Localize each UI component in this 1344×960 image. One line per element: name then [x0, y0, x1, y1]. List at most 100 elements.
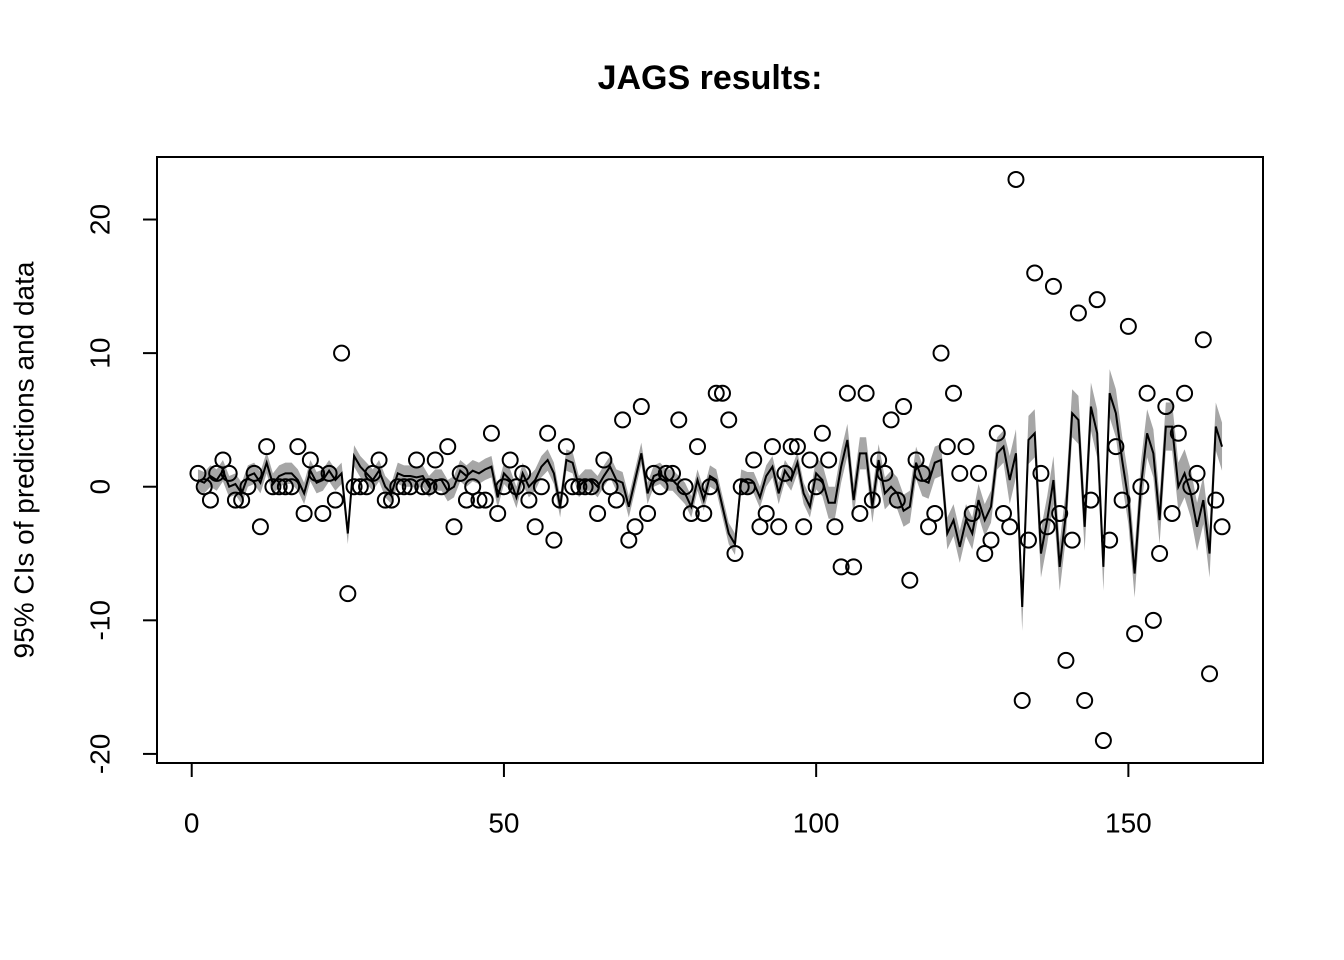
data-point — [1138, 384, 1156, 402]
data-point — [645, 464, 663, 482]
data-point — [938, 438, 956, 456]
data-point — [1144, 611, 1162, 629]
data-point — [358, 478, 376, 496]
chart-title: JAGS results: — [598, 59, 823, 97]
data-point — [470, 491, 488, 509]
data-point — [395, 478, 413, 496]
data-point — [1176, 384, 1194, 402]
data-point — [457, 491, 475, 509]
data-point — [795, 518, 813, 536]
data-point — [570, 478, 588, 496]
data-point — [370, 451, 388, 469]
data-point — [713, 384, 731, 402]
data-point — [863, 491, 881, 509]
data-point — [389, 478, 407, 496]
data-point — [1182, 478, 1200, 496]
data-point — [1082, 491, 1100, 509]
data-point — [233, 491, 251, 509]
data-point — [826, 518, 844, 536]
data-point — [695, 504, 713, 522]
data-point — [439, 438, 457, 456]
data-point — [432, 478, 450, 496]
data-point — [1188, 464, 1206, 482]
data-point — [651, 478, 669, 496]
data-point — [994, 504, 1012, 522]
data-point — [963, 504, 981, 522]
data-point — [495, 478, 513, 496]
data-point — [1032, 464, 1050, 482]
data-point — [595, 451, 613, 469]
data-point — [476, 491, 494, 509]
data-point — [1201, 665, 1219, 683]
data-point — [501, 451, 519, 469]
data-point — [1169, 424, 1187, 442]
data-point — [895, 398, 913, 416]
data-point — [1157, 398, 1175, 416]
data-point — [639, 504, 657, 522]
data-point — [401, 478, 419, 496]
data-point — [664, 464, 682, 482]
data-point — [1119, 317, 1137, 335]
data-point — [807, 478, 825, 496]
data-point — [888, 491, 906, 509]
data-point — [1051, 504, 1069, 522]
data-point — [745, 451, 763, 469]
data-point — [1063, 531, 1081, 549]
data-point — [226, 491, 244, 509]
data-point — [851, 504, 869, 522]
data-point — [870, 451, 888, 469]
data-point — [214, 451, 232, 469]
x-tick-label: 150 — [1105, 807, 1152, 838]
data-point — [414, 478, 432, 496]
data-point — [301, 451, 319, 469]
data-point — [920, 518, 938, 536]
data-point — [345, 478, 363, 496]
data-point — [557, 438, 575, 456]
data-point — [882, 411, 900, 429]
data-point — [189, 464, 207, 482]
data-point — [1132, 478, 1150, 496]
data-point — [957, 438, 975, 456]
data-point — [632, 398, 650, 416]
x-tick-label: 100 — [793, 807, 840, 838]
data-point — [507, 478, 525, 496]
data-point — [426, 451, 444, 469]
data-point — [601, 478, 619, 496]
data-point — [289, 438, 307, 456]
data-point — [901, 571, 919, 589]
data-point — [1151, 545, 1169, 563]
data-point — [820, 451, 838, 469]
data-point — [1013, 691, 1031, 709]
data-point — [445, 518, 463, 536]
data-point — [876, 464, 894, 482]
data-point — [1038, 518, 1056, 536]
data-point — [770, 518, 788, 536]
data-point — [1001, 518, 1019, 536]
data-point — [670, 411, 688, 429]
data-point — [251, 518, 269, 536]
data-point — [726, 545, 744, 563]
data-point — [801, 451, 819, 469]
data-point — [926, 504, 944, 522]
data-point — [620, 531, 638, 549]
y-tick-label: 20 — [84, 204, 115, 235]
data-point — [607, 491, 625, 509]
y-tick-label: 10 — [84, 338, 115, 369]
data-point — [564, 478, 582, 496]
data-point — [351, 478, 369, 496]
data-point — [276, 478, 294, 496]
data-point — [988, 424, 1006, 442]
data-point — [539, 424, 557, 442]
data-point — [1019, 531, 1037, 549]
data-point — [383, 491, 401, 509]
data-point — [676, 478, 694, 496]
data-point — [845, 558, 863, 576]
data-point — [970, 464, 988, 482]
data-point — [1026, 264, 1044, 282]
data-point — [1076, 691, 1094, 709]
data-point — [832, 558, 850, 576]
data-point — [283, 478, 301, 496]
data-point — [1207, 491, 1225, 509]
data-point — [976, 545, 994, 563]
data-point — [1044, 277, 1062, 295]
